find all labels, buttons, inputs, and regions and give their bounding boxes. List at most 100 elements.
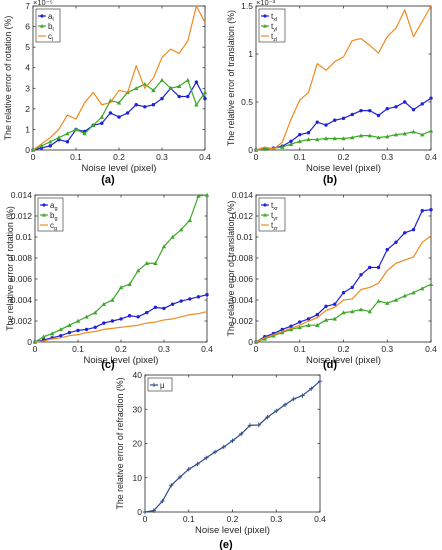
x-tick-label: 0.3 [270, 514, 282, 524]
y-exponent-label: ×10⁻⁵ [33, 0, 53, 7]
panel-a: 0 0.1 0.2 0.3 0.4 0 1 2 3 4 5 6 7 ×10⁻⁵ Noise level (p… [3, 0, 211, 174]
y-tick-label: 30 [133, 404, 143, 414]
data-point-a_g [84, 327, 89, 332]
data-point-a_l [194, 80, 199, 84]
series-line-t_zr [255, 235, 432, 343]
y-tick-label: 0.012 [232, 211, 254, 221]
legend-marker-a_l [40, 14, 44, 18]
data-point-t_xl [359, 108, 363, 113]
data-point-t_yl [306, 137, 311, 142]
legend-marker-t_yl [263, 24, 267, 28]
y-tick-label: 0.004 [232, 295, 254, 305]
data-point-μ [142, 509, 148, 515]
y-tick-label: 0.5 [241, 97, 253, 107]
legend-marker-t_xr [263, 203, 267, 207]
data-point-t_xl [368, 108, 372, 113]
data-point-a_g [170, 302, 175, 306]
legend-marker-t_yr [263, 213, 267, 217]
legend-label-main: b [48, 22, 53, 31]
data-point-t_yl [367, 133, 372, 138]
data-point-t_xr [306, 317, 311, 321]
data-point-t_yl [297, 139, 302, 144]
data-point-b_g [204, 192, 210, 197]
data-point-a_g [153, 305, 158, 310]
data-point-t_yr [402, 293, 407, 298]
data-point-t_xr [280, 327, 284, 332]
data-point-t_xl [403, 100, 407, 104]
data-point-t_yr [341, 310, 346, 315]
y-tick-label: 0.012 [11, 211, 33, 221]
data-point-t_yl [262, 146, 267, 151]
x-tick-label: 0.1 [294, 344, 306, 354]
data-point-b_g [50, 331, 55, 336]
legend-label-subscript: xl [273, 17, 277, 23]
data-point-b_l [159, 77, 165, 82]
data-point-μ [177, 474, 183, 480]
x-axis-label: Noise level (pixel) [82, 163, 157, 174]
data-point-a_g [162, 306, 166, 311]
data-point-t_yr [297, 325, 302, 330]
data-point-t_xr [341, 290, 346, 295]
x-tick-label: 0 [143, 514, 148, 524]
data-point-μ [247, 423, 253, 428]
legend-label-subscript: xr [273, 206, 278, 212]
legend-label-main: t [271, 211, 274, 220]
data-point-μ [212, 449, 218, 455]
data-point-a_g [136, 315, 140, 319]
data-point-μ [309, 386, 314, 391]
y-tick-label: 0.002 [232, 316, 254, 326]
data-point-t_yl [315, 137, 320, 142]
data-point-μ [256, 422, 261, 428]
data-point-t_xr [298, 320, 302, 324]
data-point-a_g [188, 297, 192, 301]
data-point-t_yl [385, 134, 390, 139]
x-tick-label: 0.4 [425, 152, 437, 162]
y-axis-label: The relative error of translation (%) [226, 10, 236, 146]
legend-label-subscript: zl [273, 37, 277, 43]
x-tick-label: 0.1 [183, 514, 195, 524]
legend-label-main: t [271, 32, 274, 41]
data-point-b_l [134, 86, 139, 91]
data-point-t_yl [420, 132, 425, 137]
y-tick-label: 0.008 [232, 253, 254, 263]
legend-label-subscript: g [54, 216, 57, 222]
data-point-μ [221, 444, 226, 450]
x-tick-label: 0.1 [70, 152, 82, 162]
data-point-b_l [194, 102, 199, 107]
data-point-b_l [177, 84, 182, 88]
data-point-t_yl [350, 135, 355, 140]
data-point-b_l [82, 131, 87, 136]
data-point-t_xr [350, 285, 354, 290]
y-tick-label: 0.006 [11, 274, 33, 284]
data-point-b_g [58, 327, 63, 332]
legend-label-subscript: g [54, 206, 57, 212]
data-point-a_l [65, 140, 70, 144]
data-point-μ [195, 461, 200, 467]
data-point-b_g [196, 193, 201, 198]
data-point-t_yr [350, 309, 355, 314]
data-point-t_yr [306, 323, 311, 327]
data-point-a_l [177, 94, 181, 99]
data-point-t_xl [306, 131, 311, 135]
x-tick-label: 0.2 [115, 344, 127, 354]
legend-label-a_g: ag [50, 201, 58, 212]
data-point-a_g [67, 330, 72, 335]
data-point-a_g [59, 334, 63, 338]
data-point-μ [239, 431, 244, 437]
legend-label-t_zl: tzl [271, 32, 277, 43]
x-tick-label: 0.4 [201, 344, 213, 354]
data-point-t_yl [332, 136, 337, 141]
legend-label-μ: μ [160, 381, 165, 390]
data-point-t_xl [350, 112, 354, 117]
data-point-μ [291, 396, 296, 402]
x-axis-label: Noise level (pixel) [306, 163, 381, 174]
data-point-a_g [179, 299, 183, 303]
caption-e: (e) [219, 539, 233, 550]
legend-label-b_g: bg [50, 211, 58, 222]
caption-b: (b) [323, 174, 337, 186]
data-point-t_xl [298, 132, 302, 137]
y-tick-label: 0.006 [232, 274, 254, 284]
data-point-a_l [117, 115, 121, 119]
x-tick-label: 0.2 [338, 152, 350, 162]
data-point-b_l [168, 86, 173, 91]
